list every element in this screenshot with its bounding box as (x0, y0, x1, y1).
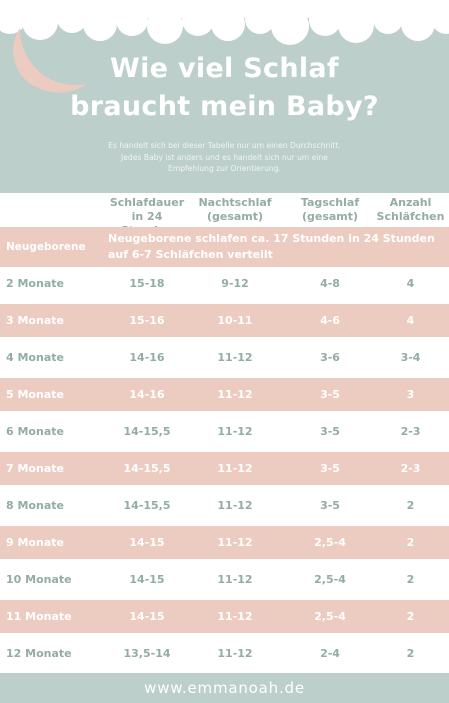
newborn-row: Neugeborene Neugeborene schlafen ca. 17 … (0, 227, 449, 267)
column-header-line: Tagschlaf (300, 196, 360, 209)
cell-day: 2,5-4 (314, 610, 346, 623)
table-row: 6 Monate 14-15,5 11-12 3-5 2-3 (0, 415, 449, 448)
cell-night: 11-12 (217, 351, 253, 364)
cell-total: 14-15 (129, 610, 165, 623)
subtitle: Es handelt sich bei dieser Tabelle nur u… (60, 140, 389, 175)
cell-night: 11-12 (217, 462, 253, 475)
column-header-line: Schlafdauer (109, 196, 185, 209)
cell-naps: 2 (406, 647, 415, 660)
cell-day: 2-4 (320, 647, 340, 660)
cell-night: 10-11 (217, 314, 253, 327)
row-label: Neugeborene (6, 241, 86, 253)
cell-naps: 3-4 (400, 351, 421, 364)
cell-day: 2,5-4 (314, 536, 346, 549)
row-label: 3 Monate (6, 314, 64, 327)
newborn-note: Neugeborene schlafen ca. 17 Stunden in 2… (108, 232, 435, 261)
row-label: 5 Monate (6, 388, 64, 401)
row-label: 7 Monate (6, 462, 64, 475)
row-label: 10 Monate (6, 573, 72, 586)
table-row: 9 Monate 14-15 11-12 2,5-4 2 (0, 526, 449, 559)
column-header-naps: Anzahl Schläfchen (372, 196, 449, 224)
cell-day: 3-5 (320, 462, 340, 475)
cell-total: 14-16 (129, 351, 165, 364)
cell-night: 11-12 (217, 610, 253, 623)
column-header-night: Nachtschlaf (gesamt) (192, 196, 278, 224)
cell-day: 4-6 (320, 314, 340, 327)
row-label: 9 Monate (6, 536, 64, 549)
cell-naps: 2 (406, 610, 415, 623)
cell-naps: 4 (406, 314, 415, 327)
cell-naps: 4 (406, 277, 415, 290)
cell-total: 15-16 (129, 314, 165, 327)
cell-naps: 3 (406, 388, 415, 401)
column-header-line: Anzahl (389, 196, 432, 209)
cell-day: 3-5 (320, 388, 340, 401)
table-row: 2 Monate 15-18 9-12 4-8 4 (0, 267, 449, 300)
row-label: 8 Monate (6, 499, 64, 512)
cell-day: 4-8 (320, 277, 340, 290)
subtitle-line: Empfehlung zur Orientierung. (168, 164, 281, 173)
cell-day: 2,5-4 (314, 573, 346, 586)
row-label: 4 Monate (6, 351, 64, 364)
column-header-day: Tagschlaf (gesamt) (286, 196, 374, 224)
cell-night: 11-12 (217, 647, 253, 660)
table-row: 5 Monate 14-16 11-12 3-5 3 (0, 378, 449, 411)
cell-night: 9-12 (221, 277, 249, 290)
table-row: 7 Monate 14-15,5 11-12 3-5 2-3 (0, 452, 449, 485)
cell-naps: 2 (406, 536, 415, 549)
cell-naps: 2 (406, 499, 415, 512)
cell-night: 11-12 (217, 536, 253, 549)
column-header-line: (gesamt) (301, 210, 359, 223)
table-row: 4 Monate 14-16 11-12 3-6 3-4 (0, 341, 449, 374)
row-label: 11 Monate (6, 610, 72, 623)
column-header-line: (gesamt) (206, 210, 264, 223)
title-line-1: Wie viel Schlaf (110, 53, 339, 84)
header: Wie viel Schlaf braucht mein Baby? Es ha… (0, 0, 449, 193)
table-row: 12 Monate 13,5-14 11-12 2-4 2 (0, 637, 449, 670)
subtitle-line: Es handelt sich bei dieser Tabelle nur u… (108, 141, 341, 150)
clouds-decoration (0, 0, 449, 45)
cell-night: 11-12 (217, 573, 253, 586)
table-row: 3 Monate 15-16 10-11 4-6 4 (0, 304, 449, 337)
subtitle-line: Jedes Baby ist anders und es handelt sic… (121, 152, 328, 162)
row-label: 2 Monate (6, 277, 64, 290)
cell-day: 3-6 (320, 351, 340, 364)
row-label: 6 Monate (6, 425, 64, 438)
cell-naps: 2-3 (400, 462, 421, 475)
column-header-line: Nachtschlaf (198, 196, 272, 209)
cell-day: 3-5 (320, 499, 340, 512)
cell-naps: 2-3 (400, 425, 421, 438)
cell-total: 14-15 (129, 573, 165, 586)
cell-night: 11-12 (217, 499, 253, 512)
cell-total: 15-18 (129, 277, 165, 290)
table-row: 8 Monate 14-15,5 11-12 3-5 2 (0, 489, 449, 522)
cell-night: 11-12 (217, 388, 253, 401)
cell-day: 3-5 (320, 425, 340, 438)
cell-total: 14-15,5 (123, 425, 171, 438)
title-line-2: braucht mein Baby? (70, 91, 379, 122)
footer: www.emmanoah.de (0, 673, 449, 703)
cell-night: 11-12 (217, 425, 253, 438)
row-label: 12 Monate (6, 647, 72, 660)
cell-naps: 2 (406, 573, 415, 586)
table-row: 11 Monate 14-15 11-12 2,5-4 2 (0, 600, 449, 633)
table-row: 10 Monate 14-15 11-12 2,5-4 2 (0, 563, 449, 596)
cell-total: 14-16 (129, 388, 165, 401)
website-link[interactable]: www.emmanoah.de (144, 679, 305, 697)
cell-total: 13,5-14 (123, 647, 171, 660)
cell-total: 14-15 (129, 536, 165, 549)
cell-total: 14-15,5 (123, 499, 171, 512)
moon-icon (13, 28, 86, 93)
column-header-line: Schläfchen (376, 210, 445, 223)
cell-total: 14-15,5 (123, 462, 171, 475)
